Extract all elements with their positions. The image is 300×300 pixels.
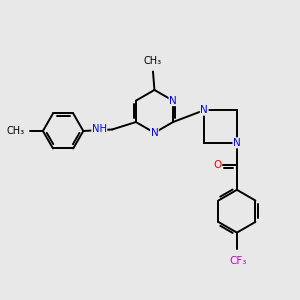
- Text: N: N: [151, 128, 158, 138]
- Text: CH₃: CH₃: [7, 126, 25, 136]
- Text: N: N: [233, 138, 241, 148]
- Text: CH₃: CH₃: [144, 56, 162, 66]
- Text: N: N: [169, 96, 177, 106]
- Text: N: N: [200, 105, 208, 115]
- Text: O: O: [213, 160, 222, 170]
- Text: NH: NH: [92, 124, 107, 134]
- Text: CF₃: CF₃: [230, 256, 247, 266]
